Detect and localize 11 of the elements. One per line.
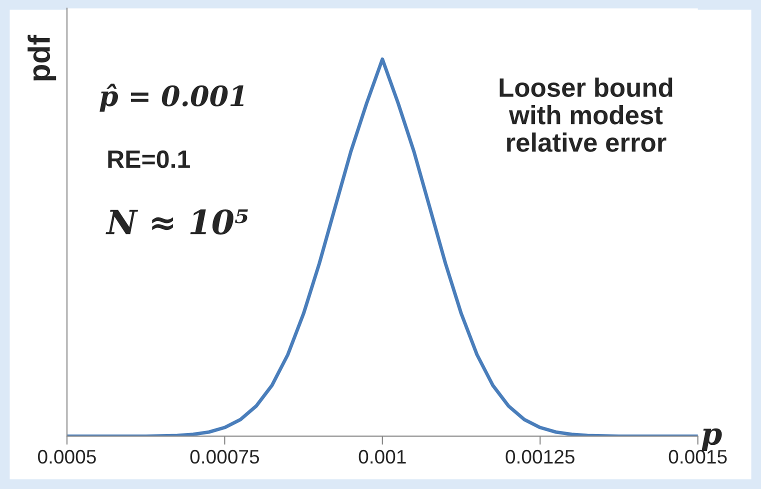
x-tick-label: 0.001 (358, 450, 406, 464)
y-axis-title: pdf (28, 34, 56, 80)
x-tick-label: 0.00125 (506, 450, 574, 464)
x-tick-label: 0.0005 (38, 450, 96, 464)
x-tick-label: 0.00075 (190, 450, 260, 464)
annotation: p̂ = 0.001 (100, 84, 244, 112)
annotation: RE=0.1 (108, 150, 190, 168)
annotation: N ≈ 10⁵ (106, 209, 248, 235)
x-tick-label: 0.0015 (668, 450, 727, 464)
x-axis-title: p (702, 428, 722, 451)
annotation: Looser bound with modest relative error (500, 78, 672, 152)
